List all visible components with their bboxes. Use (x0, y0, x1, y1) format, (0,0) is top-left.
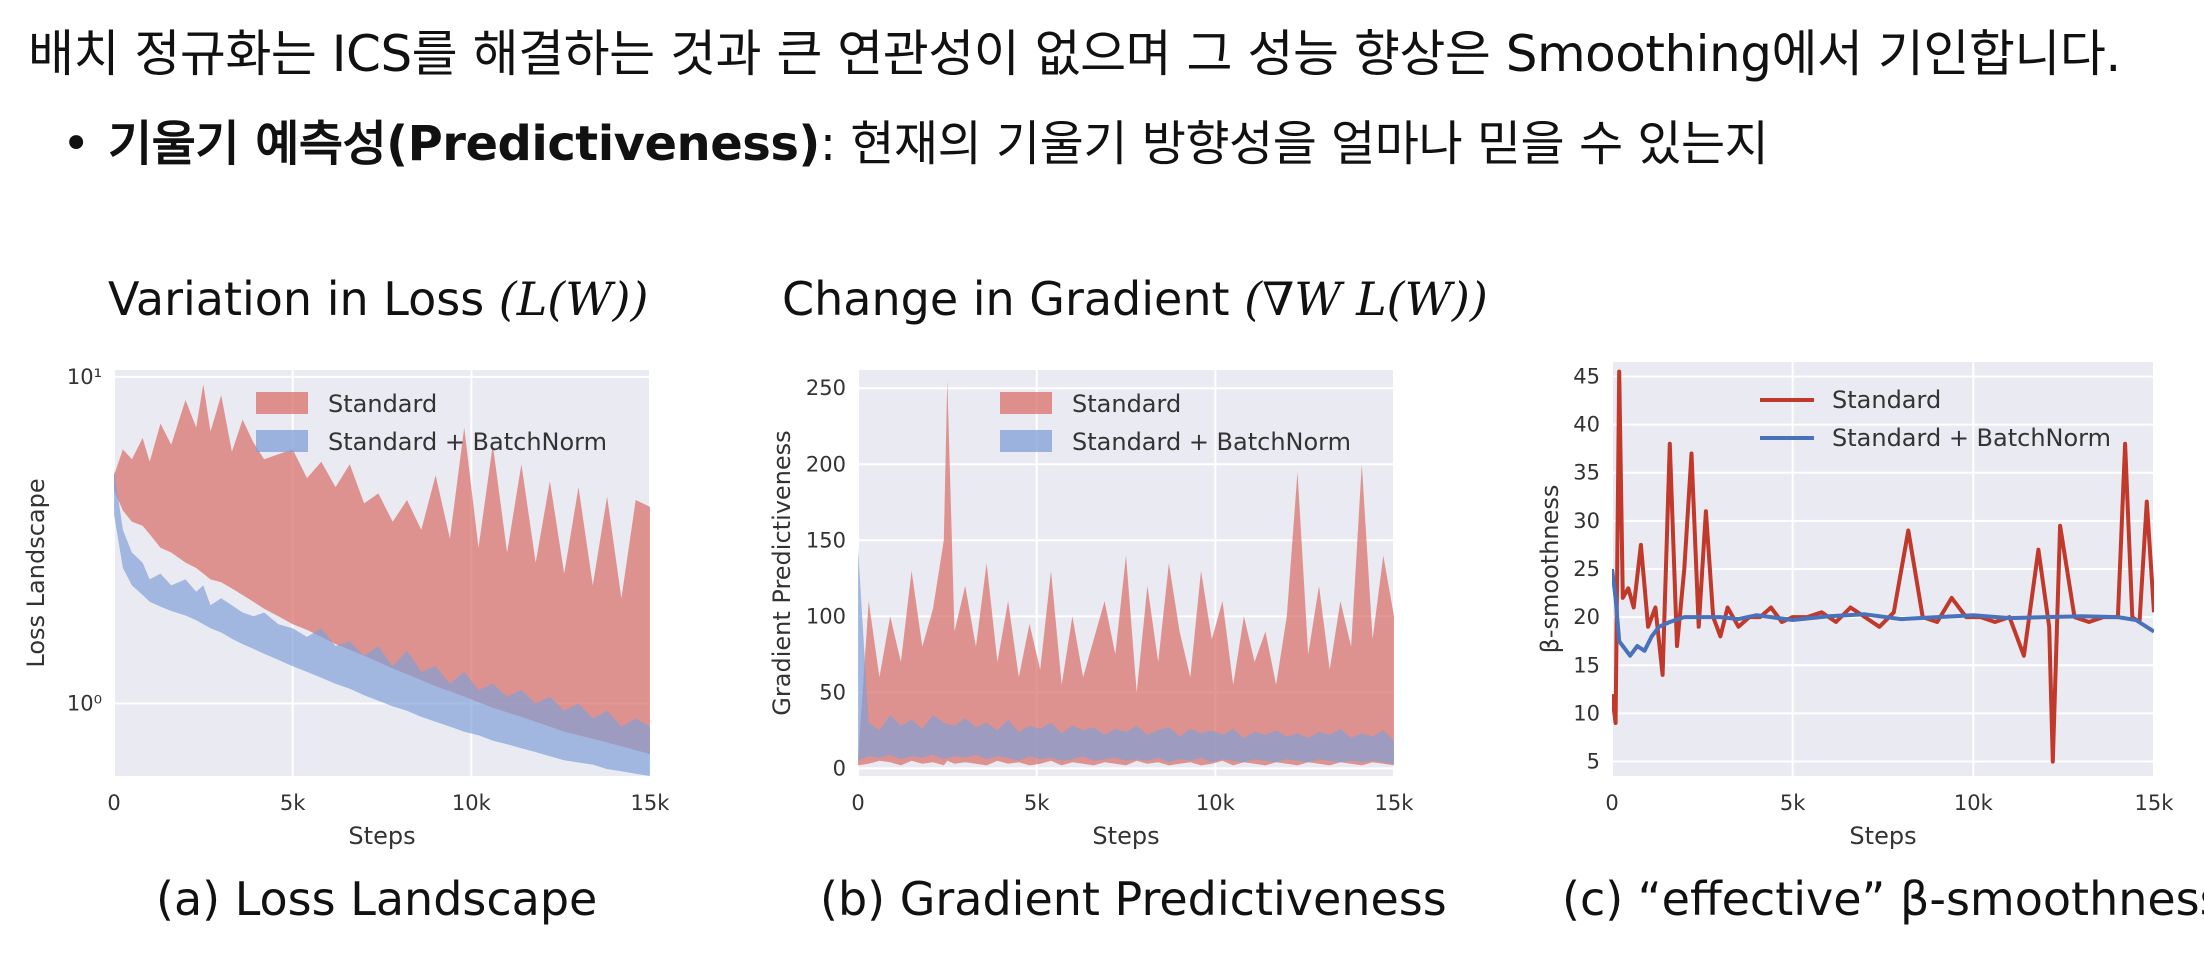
legend-swatch (256, 430, 308, 452)
y-tick-label: 50 (819, 680, 846, 704)
x-tick-label: 15k (2135, 791, 2175, 815)
series-line-1 (1612, 568, 2154, 658)
y-tick-label: 15 (1573, 653, 1600, 677)
panel-a-title: Variation in Loss (L(W)) (108, 272, 648, 326)
y-tick-label: 10 (1573, 701, 1600, 725)
y-tick-label: 5 (1587, 750, 1600, 774)
y-tick-label: 20 (1573, 605, 1600, 629)
x-tick-label: 5k (1024, 791, 1050, 815)
legend-label: Standard + BatchNorm (1832, 424, 2111, 452)
legend-label: Standard (1072, 390, 1181, 418)
panel-a-title-text: Variation in Loss (108, 272, 499, 326)
panel-b-title-text: Change in Gradient (782, 272, 1245, 326)
x-tick-label: 0 (851, 791, 864, 815)
x-tick-label: 5k (280, 791, 306, 815)
legend-label: Standard + BatchNorm (328, 428, 607, 456)
series-group (1612, 369, 2154, 764)
y-tick-label: 150 (806, 528, 846, 552)
series-band-0 (858, 380, 1394, 766)
x-tick-label: 0 (1605, 791, 1618, 815)
y-tick-label: 10⁰ (67, 692, 102, 716)
y-axis-label: Loss Landscape (22, 478, 50, 667)
panel-b-title: Change in Gradient (∇W L(W)) (782, 272, 1488, 326)
y-tick-label: 45 (1573, 364, 1600, 388)
chart-panel-2: 0 5k 10k 15k 5 10 15 20 25 30 35 40 45 Steps β-smoothn… (1536, 362, 2174, 850)
y-tick-label: 0 (833, 756, 846, 780)
bullet-dot: • (62, 116, 90, 172)
x-tick-label: 5k (1780, 791, 1806, 815)
bullet-description: : 현재의 기울기 방향성을 얼마나 믿을 수 있는지 (819, 116, 1769, 172)
legend-swatch (1000, 392, 1052, 414)
x-tick-label: 10k (452, 791, 492, 815)
series-band-0 (114, 384, 650, 755)
bullet-term: 기울기 예측성(Predictiveness) (108, 116, 820, 172)
chart-panel-0: 0 5k 10k 15k 10⁰ 10¹ Steps Loss Landscape Standa… (22, 365, 670, 850)
y-tick-label: 10¹ (67, 365, 102, 389)
x-tick-label: 15k (1375, 791, 1415, 815)
y-tick-label: 40 (1573, 413, 1600, 437)
y-tick-label: 100 (806, 604, 846, 628)
series-group (858, 380, 1394, 766)
slide-headline: 배치 정규화는 ICS를 해결하는 것과 큰 연관성이 없으며 그 성능 향상은… (28, 25, 2121, 83)
panel-b-title-math: (∇W L(W)) (1244, 272, 1488, 326)
legend-label: Standard (328, 390, 437, 418)
x-tick-label: 10k (1196, 791, 1236, 815)
legend-swatch (1000, 430, 1052, 452)
x-tick-label: 10k (1954, 791, 1994, 815)
series-band-1 (858, 547, 1394, 764)
caption-a: (a) Loss Landscape (156, 872, 598, 926)
x-axis-label: Steps (1849, 822, 1916, 850)
legend-label: Standard (1832, 386, 1941, 414)
y-tick-label: 200 (806, 452, 846, 476)
x-tick-label: 0 (107, 791, 120, 815)
chart-panel-1: 0 5k 10k 15k 0 50 100 150 200 250 Steps Gradient Pr… (768, 370, 1414, 850)
series-group (114, 384, 650, 776)
legend-label: Standard + BatchNorm (1072, 428, 1351, 456)
caption-b: (b) Gradient Predictiveness (820, 872, 1447, 926)
y-axis-label: β-smoothness (1536, 485, 1564, 654)
x-axis-label: Steps (1092, 822, 1159, 850)
y-axis-label: Gradient Predictiveness (768, 430, 796, 715)
bullet-line: • 기울기 예측성(Predictiveness): 현재의 기울기 방향성을 얼… (62, 104, 1769, 174)
y-tick-label: 35 (1573, 461, 1600, 485)
legend-swatch (256, 392, 308, 414)
panel-a-title-math: (L(W)) (498, 272, 649, 326)
y-tick-label: 30 (1573, 509, 1600, 533)
x-axis-label: Steps (348, 822, 415, 850)
series-band-1 (114, 469, 650, 776)
caption-c: (c) “effective” β-smoothness (1562, 872, 2204, 926)
y-tick-label: 250 (806, 376, 846, 400)
y-tick-label: 25 (1573, 557, 1600, 581)
x-tick-label: 15k (631, 791, 671, 815)
